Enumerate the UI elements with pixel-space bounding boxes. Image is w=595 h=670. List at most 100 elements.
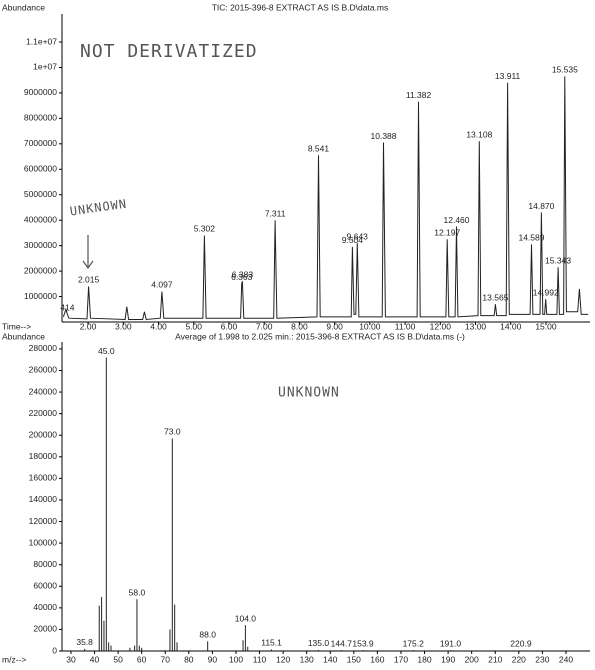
- peak-label: 175.2: [403, 638, 425, 648]
- x-tick-label: 50: [113, 654, 123, 664]
- y-tick-label: 260000: [29, 365, 58, 375]
- y-tick-label: 40000: [33, 602, 57, 612]
- x-tick-label: 4.00: [150, 321, 167, 331]
- peak-label: 13.565: [482, 292, 508, 302]
- peak-label: 220.9: [510, 639, 532, 649]
- x-tick-label: 210: [488, 654, 502, 664]
- x-tick-label: 70: [161, 654, 171, 664]
- x-tick-label: 90: [208, 654, 218, 664]
- y-tick-label: 8000000: [24, 113, 57, 123]
- x-tick-label: 110: [253, 654, 267, 664]
- y-tick-label: 9000000: [24, 87, 57, 97]
- x-tick-label: 30: [66, 654, 76, 664]
- x-tick-label: 60: [137, 654, 147, 664]
- x-tick-label: 220: [512, 654, 526, 664]
- y-tick-label: 7000000: [24, 138, 57, 148]
- tic-trace: [62, 76, 589, 321]
- peak-label: 8.541: [308, 144, 330, 154]
- y-tick-label: 6000000: [24, 164, 57, 174]
- peak-label: 5.302: [194, 224, 216, 234]
- x-tick-label: 9.00: [326, 321, 343, 331]
- x-tick-label: 130: [300, 654, 314, 664]
- y-tick-label: 240000: [29, 386, 58, 396]
- peak-label: 9.504: [342, 235, 364, 245]
- peak-label: 15.343: [545, 256, 571, 266]
- peak-label: 10.388: [371, 131, 397, 141]
- x-tick-label: 6.00: [221, 321, 238, 331]
- peak-label: 14.589: [518, 233, 544, 243]
- x-tick-label: 11.00: [395, 321, 416, 331]
- x-tick-label: 160: [370, 654, 384, 664]
- peak-label: 73.0: [164, 427, 181, 437]
- peak-label: 4.097: [151, 280, 173, 290]
- x-tick-label: 230: [535, 654, 549, 664]
- x-tick-label: 150: [347, 654, 361, 664]
- x-tick-label: 180: [417, 654, 431, 664]
- x-tick-label: 100: [229, 654, 243, 664]
- peak-label: 12.460: [444, 215, 470, 225]
- peak-label: 6.363: [231, 272, 253, 282]
- y-tick-label: 180000: [29, 451, 58, 461]
- peak-label: 14.992: [533, 287, 559, 297]
- peak-label: 13.108: [466, 130, 492, 140]
- x-axis-label: m/z-->: [2, 654, 26, 664]
- peak-label: 15.535: [552, 65, 578, 75]
- x-tick-label: 170: [394, 654, 408, 664]
- y-tick-label: 220000: [29, 408, 58, 418]
- peak-label: 12.197: [434, 228, 460, 238]
- chart-title: Average of 1.998 to 2.025 min.: 2015-396…: [175, 331, 465, 341]
- peak-label: 88.0: [199, 630, 216, 640]
- x-tick-label: 7.00: [256, 321, 273, 331]
- y-tick-label: 140000: [29, 494, 58, 504]
- y-axis-label: Abundance: [2, 2, 45, 12]
- peak-label: 414: [60, 303, 74, 313]
- x-tick-label: 10.00: [359, 321, 381, 331]
- x-tick-label: 2.00: [80, 321, 97, 331]
- y-tick-label: 280000: [29, 343, 58, 353]
- y-tick-label: 80000: [33, 559, 57, 569]
- peak-label: 191.0: [440, 638, 462, 648]
- y-tick-label: 5000000: [24, 189, 57, 199]
- peak-label: 144.7: [331, 638, 353, 648]
- y-tick-label: 1000000: [24, 291, 57, 301]
- peak-label: 7.311: [265, 208, 286, 218]
- peak-label: 45.0: [98, 346, 115, 356]
- x-tick-label: 8.00: [291, 321, 308, 331]
- x-tick-label: 240: [559, 654, 573, 664]
- y-tick-label: 160000: [29, 473, 58, 483]
- y-tick-label: 2000000: [24, 265, 57, 275]
- x-tick-label: 5.00: [185, 321, 202, 331]
- x-tick-label: 200: [465, 654, 479, 664]
- peak-label: 14.870: [528, 201, 554, 211]
- peak-label: 35.8: [76, 637, 93, 647]
- peak-label: 13.911: [495, 71, 521, 81]
- peak-label: 2.015: [78, 275, 100, 285]
- x-tick-label: 190: [441, 654, 455, 664]
- handwritten-note: NOT DERIVATIZED: [80, 41, 258, 62]
- peak-label: 153.9: [352, 638, 374, 648]
- x-tick-label: 12.00: [430, 321, 452, 331]
- x-tick-label: 15.00: [535, 321, 557, 331]
- peak-label: 11.382: [406, 90, 432, 100]
- x-tick-label: 80: [184, 654, 194, 664]
- y-axis-label: Abundance: [2, 331, 45, 341]
- peak-label: 9.643: [347, 231, 369, 241]
- x-tick-label: 140: [323, 654, 337, 664]
- y-tick-label: 20000: [33, 624, 57, 634]
- y-tick-label: 3000000: [24, 240, 57, 250]
- y-tick-label: 0: [52, 645, 57, 655]
- y-tick-label: 200000: [29, 429, 58, 439]
- y-tick-label: 1.1e+07: [26, 36, 57, 46]
- handwritten-note: UNKNOWN: [278, 386, 340, 401]
- y-tick-label: 60000: [33, 581, 57, 591]
- peak-label: 6.383: [232, 270, 254, 280]
- y-tick-label: 4000000: [24, 214, 57, 224]
- y-tick-label: 100000: [29, 537, 58, 547]
- x-tick-label: 13.00: [465, 321, 487, 331]
- handwritten-note: UNKNOWN: [69, 197, 128, 219]
- x-tick-label: 120: [276, 654, 290, 664]
- peak-label: 58.0: [129, 587, 146, 597]
- x-axis-label: Time-->: [2, 321, 31, 331]
- peak-label: 115.1: [261, 638, 282, 648]
